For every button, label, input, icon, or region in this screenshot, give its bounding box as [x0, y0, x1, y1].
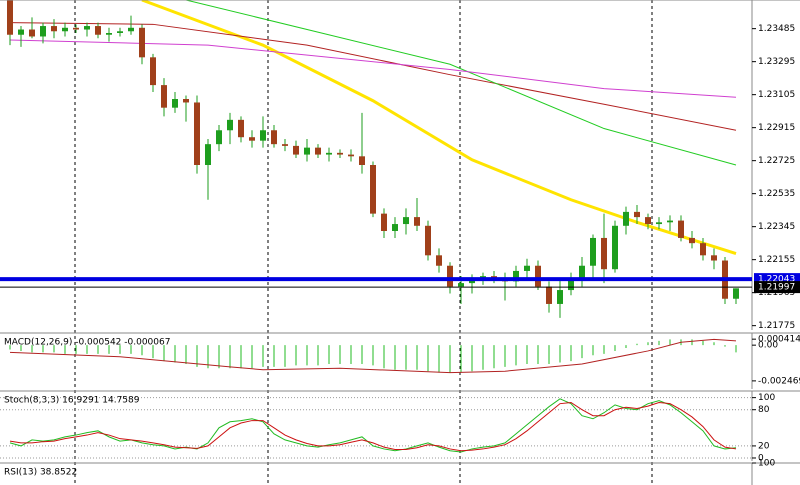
candle-body: [359, 156, 365, 165]
candle-body: [689, 237, 695, 244]
price-box-label: 1.22043: [758, 275, 795, 285]
candle-body: [29, 29, 35, 37]
candle-body: [304, 147, 310, 155]
indicator-line: [9, 338, 737, 374]
candle-body: [117, 31, 123, 33]
candle-body: [128, 27, 134, 32]
candle-body: [733, 288, 739, 299]
candle-body: [227, 119, 233, 131]
indicator-line: [185, 0, 737, 166]
candle-body: [612, 225, 618, 270]
y-tick-label: 0: [758, 453, 764, 463]
candle-body: [623, 211, 629, 226]
panel: [9, 338, 737, 374]
candle-body: [568, 277, 574, 291]
candle-body: [183, 99, 189, 103]
y-tick-label: 1.22345: [758, 222, 795, 232]
candle-body: [678, 220, 684, 238]
candle-body: [700, 243, 706, 256]
indicator-label: RSI(13) 38.8522: [4, 468, 77, 478]
candle-body: [348, 154, 354, 157]
price-box: [754, 281, 800, 294]
candle-body: [73, 27, 79, 30]
candle-body: [216, 130, 222, 145]
y-tick-label: 1.23105: [758, 90, 795, 100]
candle-body: [172, 99, 178, 108]
candle-body: [161, 85, 167, 108]
candle-body: [425, 225, 431, 256]
candle-body: [271, 130, 277, 145]
indicator-line: [9, 22, 737, 131]
candle-body: [95, 26, 101, 35]
candle-body: [139, 27, 145, 58]
candle-body: [194, 102, 200, 165]
candle-body: [524, 265, 530, 271]
candle-body: [205, 144, 211, 165]
candle-body: [447, 265, 453, 287]
panel: [7, 0, 739, 318]
candle-body: [260, 130, 266, 141]
y-tick-label: 0.00: [758, 341, 778, 351]
y-tick-label: 100: [758, 459, 775, 469]
candle-body: [84, 26, 90, 30]
candle-body: [40, 26, 46, 37]
candle-body: [458, 283, 464, 287]
candle-body: [557, 290, 563, 304]
candle-body: [293, 145, 299, 155]
price-box-label: 1.21997: [758, 283, 795, 293]
candle-body: [7, 0, 13, 35]
candle-body: [436, 255, 442, 266]
candle-body: [414, 217, 420, 226]
indicator-label: MACD(12,26,9) -0.000542 -0.000067: [4, 338, 170, 348]
y-tick-label: 1.21775: [758, 321, 795, 331]
y-tick-label: 1.22535: [758, 189, 795, 199]
candle-body: [381, 213, 387, 231]
y-tick-label: -0.002469: [758, 376, 800, 386]
candle-body: [238, 119, 244, 138]
candle-body: [282, 144, 288, 146]
y-tick-label: 80: [758, 405, 770, 415]
y-tick-label: 1.22725: [758, 156, 795, 166]
y-tick-label: 0.000414: [758, 335, 800, 345]
candle-body: [315, 147, 321, 155]
candle-body: [579, 265, 585, 278]
candle-body: [546, 286, 552, 304]
candle-body: [150, 57, 156, 86]
candle-body: [513, 270, 519, 282]
y-tick-label: 1.23295: [758, 57, 795, 67]
candle-body: [535, 265, 541, 287]
indicator-line: [9, 401, 737, 452]
y-tick-label: 20: [758, 441, 770, 451]
candle-body: [491, 276, 497, 278]
candle-body: [667, 220, 673, 223]
candle-body: [711, 255, 717, 261]
candle-body: [590, 237, 596, 266]
candle-body: [392, 224, 398, 231]
candle-body: [326, 152, 332, 155]
candle-body: [634, 211, 640, 218]
candle-body: [51, 26, 57, 32]
y-tick-label: 1.22155: [758, 255, 795, 265]
candle-body: [370, 165, 376, 214]
candle-body: [403, 217, 409, 225]
candle-body: [18, 29, 24, 35]
candle-body: [62, 27, 68, 32]
y-tick-label: 1.22915: [758, 123, 795, 133]
candle-body: [106, 33, 112, 35]
candle-body: [656, 222, 662, 225]
candle-body: [249, 137, 255, 141]
y-tick-label: 1.21965: [758, 288, 795, 298]
panel: [0, 397, 752, 459]
y-tick-label: 1.23485: [758, 24, 795, 34]
candle-body: [337, 152, 343, 155]
candle-body: [645, 217, 651, 225]
indicator-label: Stoch(8,3,3) 16.9291 14.7589: [4, 396, 140, 406]
candle-body: [480, 276, 486, 278]
candle-body: [601, 237, 607, 270]
y-tick-label: 100: [758, 393, 775, 403]
